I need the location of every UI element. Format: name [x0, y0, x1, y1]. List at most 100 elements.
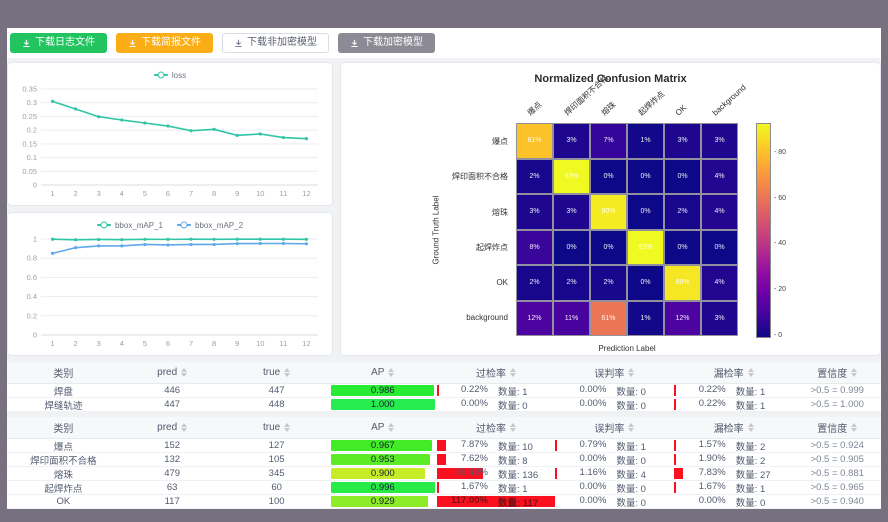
column-header-ap[interactable]: AP [329, 362, 437, 383]
matrix-row-label: 起焊炸点 [476, 243, 508, 253]
cell-over: 39.42% 数量: 136 [436, 467, 555, 480]
cell-miss: 1.67% 数量: 1 [673, 481, 794, 494]
sort-icon[interactable] [509, 423, 516, 432]
column-header-true[interactable]: true [225, 417, 329, 438]
column-header-over[interactable]: 过检率 [437, 362, 555, 383]
rate-text: 0.00% 数量: 0 [555, 398, 674, 411]
rate-count: 数量: 2 [735, 455, 766, 467]
column-header-conf[interactable]: 置信度 [794, 417, 881, 438]
matrix-cell: 4% [702, 195, 737, 229]
rate-bar [554, 440, 557, 451]
rate-percent: 1.67% [461, 481, 488, 492]
column-header-mis[interactable]: 误判率 [555, 417, 674, 438]
rate-text: 0.22% 数量: 1 [674, 398, 794, 411]
rate-text: 7.83% 数量: 27 [674, 467, 794, 480]
matrix-colorbar [756, 123, 771, 338]
sort-icon[interactable] [388, 368, 395, 377]
download-report-button[interactable]: 下载简报文件 [116, 33, 213, 53]
rate-text: 39.42% 数量: 136 [437, 467, 555, 480]
map-chart: 00.20.40.60.811 2 3 4 5 6 7 8 9 10 11 12 [27, 235, 318, 348]
column-header-name: 类别 [7, 417, 120, 438]
sort-icon[interactable] [181, 423, 188, 432]
sort-icon[interactable] [747, 368, 754, 377]
colorbar-tick-label: - 80 [774, 148, 787, 156]
cell-mis: 0.00% 数量: 0 [555, 398, 674, 411]
rate-percent: 0.00% [461, 398, 488, 409]
column-header-label: 类别 [53, 424, 74, 435]
legend-item[interactable]: loss [153, 71, 186, 80]
cell-mis: 0.00% 数量: 0 [555, 453, 674, 466]
svg-text:0.2: 0.2 [27, 126, 37, 135]
svg-text:0.15: 0.15 [22, 139, 37, 148]
matrix-cell: 8% [517, 230, 552, 264]
ap-bar-wrap: 0.900 [330, 468, 435, 479]
sort-icon[interactable] [181, 368, 188, 377]
sort-icon[interactable] [628, 423, 635, 432]
rate-count: 数量: 0 [616, 386, 646, 398]
matrix-cell: 1% [628, 124, 663, 158]
metrics-tables: 类别 pred true AP 过检率 误判率 漏检率 置信度 焊盘 446 447 0.986 0.2… [7, 362, 881, 509]
column-header-label: 置信度 [817, 424, 848, 435]
sort-icon[interactable] [747, 423, 754, 432]
table-row: 焊缝轨迹 447 448 1.000 0.00% 数量: 0 0.00% 数量: 0 0.22%… [7, 398, 881, 412]
rate-percent: 117.00% [450, 495, 488, 506]
column-header-conf[interactable]: 置信度 [794, 362, 881, 383]
sort-icon[interactable] [628, 368, 635, 377]
rate-percent: 1.90% [698, 453, 726, 464]
matrix-cell: 0% [554, 230, 589, 264]
cell-miss: 0.22% 数量: 1 [673, 398, 794, 411]
matrix-cell: 0% [591, 230, 626, 264]
download-encrypted-model-button[interactable]: 下载加密模型 [338, 33, 435, 53]
rate-percent: 7.83% [698, 467, 726, 478]
column-header-true[interactable]: true [225, 362, 329, 383]
sort-icon[interactable] [284, 368, 291, 377]
svg-text:0.3: 0.3 [27, 98, 37, 107]
rate-count: 数量: 1 [616, 441, 646, 453]
rate-bar [673, 454, 677, 465]
button-label: 下载加密模型 [363, 37, 423, 48]
column-header-miss[interactable]: 漏检率 [674, 362, 794, 383]
matrix-cell: 93% [554, 159, 589, 193]
sort-icon[interactable] [851, 423, 858, 432]
sort-icon[interactable] [388, 423, 395, 432]
loss-chart: 00.050.10.150.20.250.30.351 2 3 4 5 6 7 8 9 10 11 1… [22, 85, 318, 198]
rate-count: 数量: 2 [735, 441, 766, 453]
column-header-pred[interactable]: pred [120, 417, 225, 438]
sort-icon[interactable] [284, 423, 291, 432]
loss-chart-legend: loss [14, 67, 326, 83]
column-header-over[interactable]: 过检率 [437, 417, 555, 438]
matrix-cell: 7% [591, 124, 626, 158]
table-row: 焊印面积不合格 132 105 0.953 7.62% 数量: 8 0.00% 数量: 0 1.… [7, 453, 881, 467]
cell-pred: 446 [164, 385, 181, 396]
rate-percent: 0.22% [461, 384, 488, 395]
svg-text:1: 1 [50, 189, 54, 198]
cell-miss: 0.22% 数量: 1 [673, 384, 794, 397]
rate-text: 1.67% 数量: 1 [674, 481, 794, 494]
column-header-mis[interactable]: 误判率 [555, 362, 674, 383]
column-header-ap[interactable]: AP [329, 417, 437, 438]
svg-text:0.35: 0.35 [22, 85, 37, 94]
sort-icon[interactable] [851, 368, 858, 377]
rate-percent: 1.16% [579, 467, 607, 478]
download-log-button[interactable]: 下载日志文件 [10, 33, 107, 53]
legend-item[interactable]: bbox_mAP_2 [177, 221, 243, 230]
sort-icon[interactable] [509, 368, 516, 377]
column-header-miss[interactable]: 漏检率 [674, 417, 794, 438]
ap-bar-wrap: 0.996 [330, 482, 435, 493]
download-plain-model-button[interactable]: 下载非加密模型 [222, 33, 329, 53]
matrix-column-label: 熔珠 [599, 100, 618, 118]
rate-count: 数量: 117 [497, 497, 539, 509]
confusion-matrix-title: Normalized Confusion Matrix [534, 73, 687, 85]
loss-chart-card: loss 0 0.05 0.1 0.15 0.2 0.25 0.3 0.35 1 2 3 4 5 6 7 8 9… [7, 62, 333, 206]
column-header-pred[interactable]: pred [120, 362, 225, 383]
matrix-cell: 12% [665, 301, 700, 335]
ap-value: 0.929 [370, 496, 395, 507]
table-header-row: 类别 pred true AP 过检率 误判率 漏检率 置信度 [7, 362, 881, 384]
matrix-cell: 0% [591, 159, 626, 193]
legend-item[interactable]: bbox_mAP_1 [96, 221, 163, 230]
cell-name: 焊印面积不合格 [30, 455, 97, 467]
rate-text: 0.22% 数量: 1 [437, 384, 555, 397]
column-header-label: 漏检率 [713, 369, 744, 380]
rate-text: 117.00% 数量: 117 [437, 495, 555, 508]
cell-over: 0.00% 数量: 0 [437, 398, 555, 411]
